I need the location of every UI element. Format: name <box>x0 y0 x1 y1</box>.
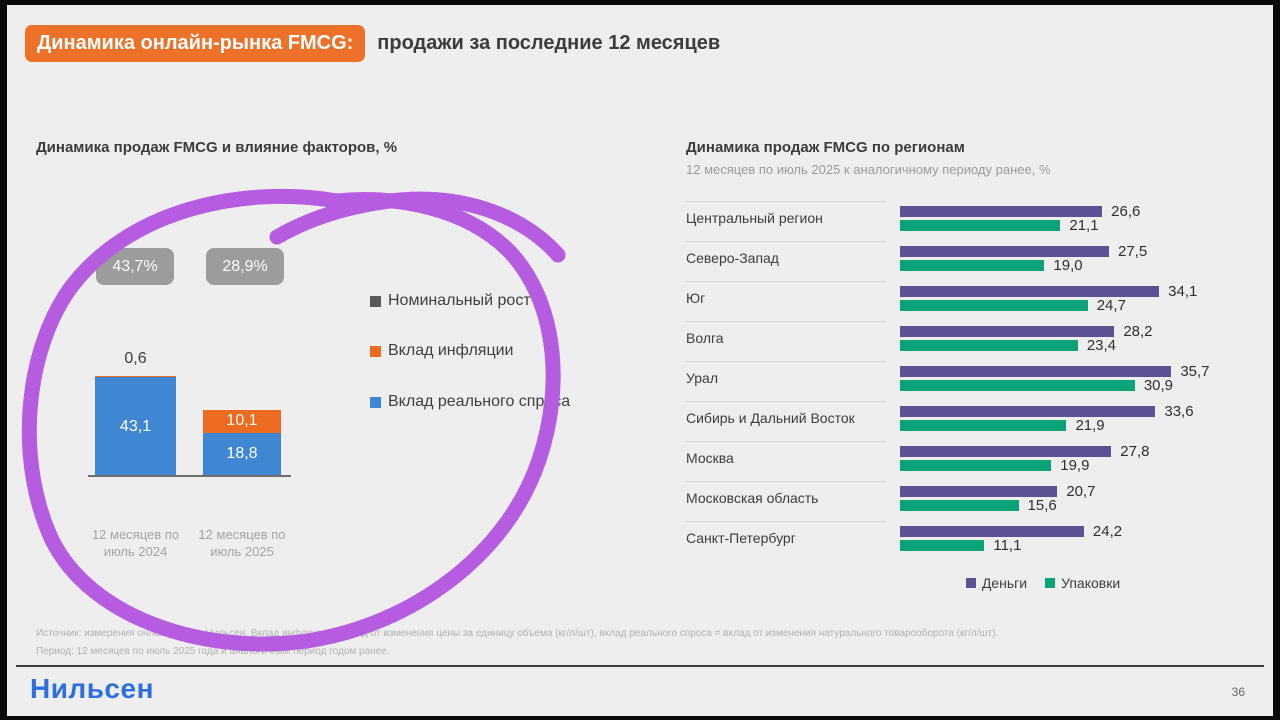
region-label: Юг <box>686 290 706 306</box>
legend-swatch-icon <box>370 295 381 307</box>
bar-segment-inflation <box>95 375 176 378</box>
legend-label: Вклад инфляции <box>388 342 514 359</box>
packs-bar <box>900 300 1088 311</box>
left-legend-item: Номинальный рост <box>370 292 531 310</box>
title-text: продажи за последние 12 месяцев <box>377 32 721 54</box>
packs-bar <box>900 220 1061 231</box>
money-bar <box>900 246 1109 257</box>
money-bar <box>900 486 1058 497</box>
money-bar <box>900 286 1160 297</box>
right-legend-item: Упаковки <box>1045 575 1120 591</box>
packs-bar <box>900 380 1135 391</box>
footer-divider <box>16 665 1264 667</box>
region-label: Волга <box>686 330 724 346</box>
money-value: 33,6 <box>1164 403 1194 420</box>
row-separator <box>686 321 886 322</box>
legend-swatch-icon <box>370 345 381 357</box>
packs-value: 21,9 <box>1075 417 1105 434</box>
packs-value: 15,6 <box>1027 497 1057 514</box>
row-separator <box>686 281 886 282</box>
bar-segment-real-demand: 43,1 <box>95 377 176 476</box>
region-label: Московская область <box>686 490 819 506</box>
total-growth-badge: 43,7% <box>96 248 174 285</box>
money-value: 35,7 <box>1180 363 1210 380</box>
right-chart-title: Динамика продаж FMCG по регионам <box>686 139 965 156</box>
money-value: 34,1 <box>1168 283 1198 300</box>
bar-segment-inflation-label: 0,6 <box>124 349 147 367</box>
legend-swatch-icon <box>965 578 976 588</box>
right-chart-subtitle: 12 месяцев по июль 2025 к аналогичному п… <box>686 162 1051 177</box>
region-label: Северо-Запад <box>686 250 779 266</box>
row-separator <box>686 401 886 402</box>
row-separator <box>686 361 886 362</box>
source-note-line2: Период: 12 месяцев по июль 2025 года и а… <box>36 646 390 657</box>
slide-header: Динамика онлайн-рынка FMCG: продажи за п… <box>25 25 720 62</box>
money-bar <box>900 326 1115 337</box>
packs-value: 23,4 <box>1086 337 1117 354</box>
x-axis-category-label: 12 месяцев по июль 2025 <box>198 527 286 559</box>
left-chart-title: Динамика продаж FMCG и влияние факторов,… <box>36 139 398 156</box>
money-bar <box>900 526 1084 537</box>
packs-bar <box>900 500 1019 511</box>
money-value: 28,2 <box>1123 323 1153 340</box>
legend-label: Деньги <box>981 575 1028 591</box>
packs-value: 24,7 <box>1096 297 1126 314</box>
left-legend-item: Вклад реального спроса <box>370 393 570 411</box>
legend-label: Вклад реального спроса <box>388 393 571 410</box>
source-note-line1: Источник: измерения онлайн-рынка Нильсен… <box>36 628 999 639</box>
region-label: Сибирь и Дальний Восток <box>686 410 855 426</box>
x-axis-line <box>88 475 291 477</box>
region-label: Санкт-Петербург <box>686 530 796 546</box>
money-value: 26,6 <box>1111 203 1141 220</box>
packs-bar <box>900 460 1052 471</box>
legend-swatch-icon <box>370 396 381 408</box>
slide: Динамика онлайн-рынка FMCG: продажи за п… <box>7 5 1273 716</box>
nielsen-logo: Нильсен <box>30 673 154 704</box>
row-separator <box>686 201 886 202</box>
packs-value: 19,0 <box>1053 257 1083 274</box>
region-label: Москва <box>686 450 734 466</box>
money-bar <box>900 366 1172 377</box>
packs-value: 19,9 <box>1060 457 1090 474</box>
money-bar <box>900 406 1156 417</box>
money-value: 27,8 <box>1120 443 1150 460</box>
packs-bar <box>900 420 1067 431</box>
page-number: 36 <box>1231 685 1245 699</box>
money-value: 20,7 <box>1066 483 1096 500</box>
row-separator <box>686 481 886 482</box>
right-chart-legend: Деньги Упаковки <box>900 575 1186 591</box>
packs-bar <box>900 540 985 551</box>
money-bar <box>900 446 1112 457</box>
money-bar <box>900 206 1103 217</box>
right-chart-rows: Центральный регион 26,6 21,1 Северо-Запад 27… <box>686 201 1252 563</box>
money-value: 27,5 <box>1118 243 1148 260</box>
packs-bar <box>900 340 1078 351</box>
money-value: 24,2 <box>1092 523 1123 540</box>
right-legend-item: Деньги <box>965 575 1028 591</box>
title-badge: Динамика онлайн-рынка FMCG: <box>25 25 366 62</box>
bar-segment-inflation: 10,1 <box>203 409 281 433</box>
region-label: Урал <box>686 370 719 386</box>
row-separator <box>686 441 886 442</box>
packs-value: 30,9 <box>1143 377 1174 394</box>
region-label: Центральный регион <box>686 210 823 226</box>
bar-segment-real-demand: 18,8 <box>203 432 281 476</box>
packs-value: 21,1 <box>1069 217 1099 234</box>
left-legend-item: Вклад инфляции <box>370 342 514 360</box>
legend-swatch-icon <box>1045 578 1056 588</box>
total-growth-badge: 28,9% <box>206 248 284 285</box>
legend-label: Номинальный рост <box>388 292 531 309</box>
packs-value: 11,1 <box>993 537 1022 554</box>
packs-bar <box>900 260 1045 271</box>
row-separator <box>686 241 886 242</box>
row-separator <box>686 521 886 522</box>
legend-label: Упаковки <box>1061 575 1121 591</box>
